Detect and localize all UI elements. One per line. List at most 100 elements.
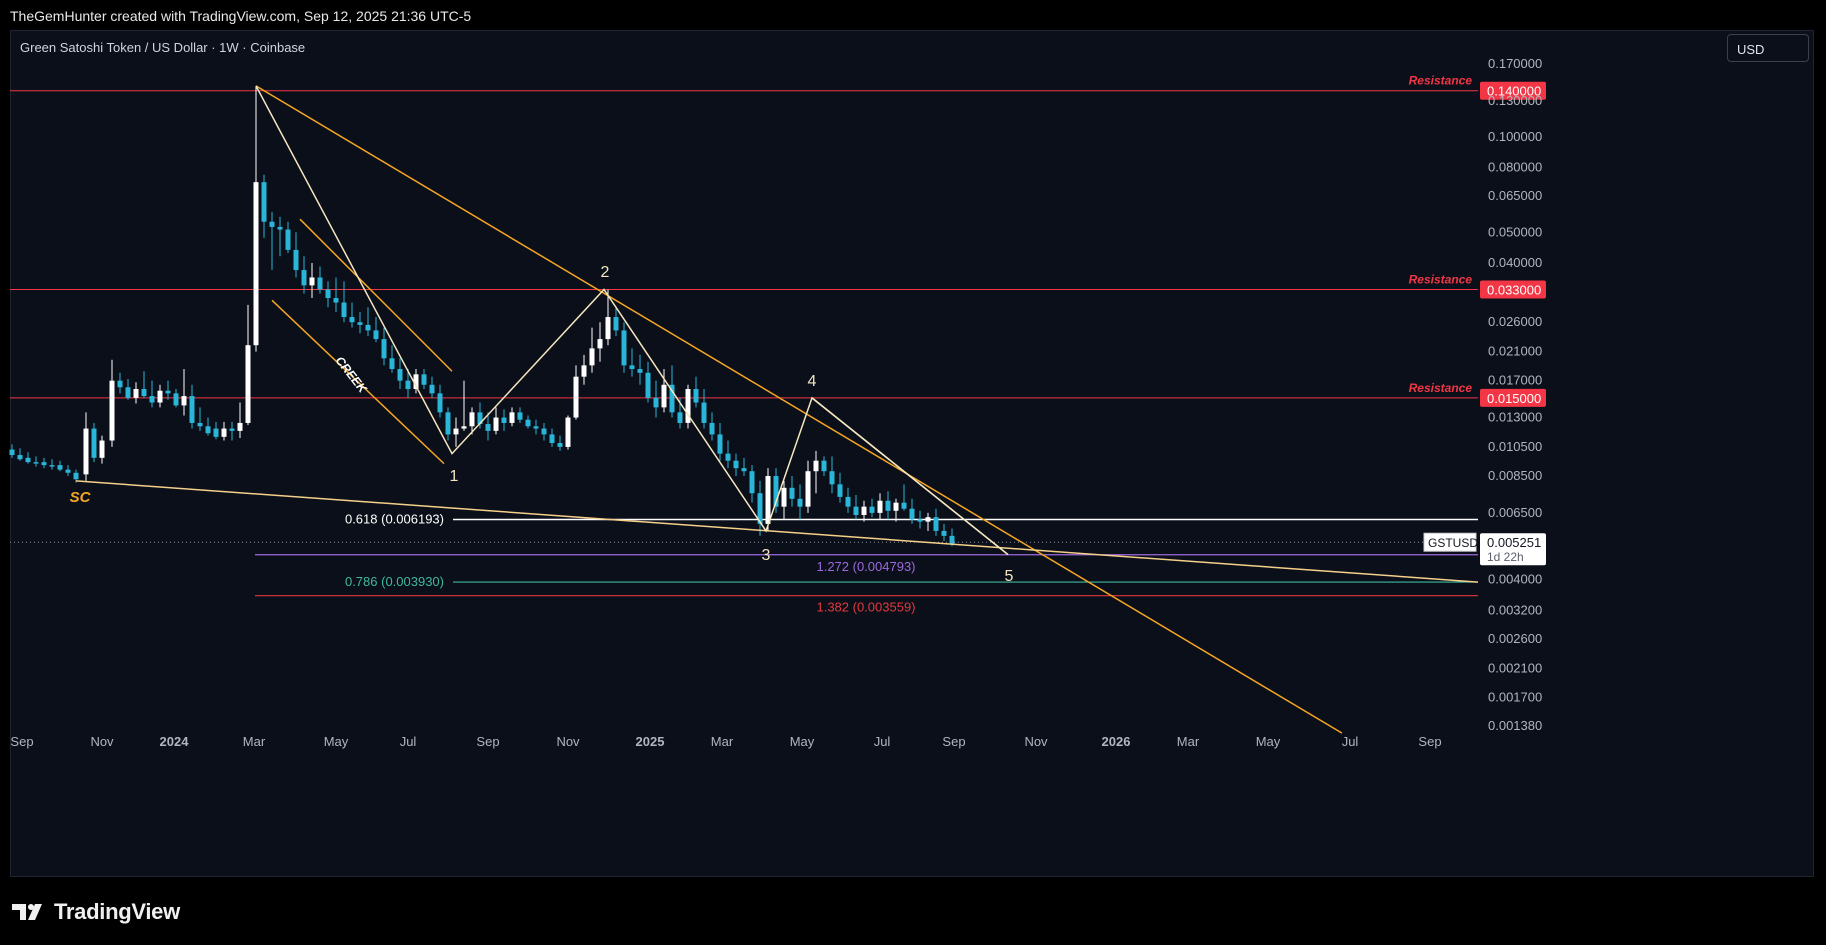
candle-body-39 <box>325 289 331 299</box>
current-price-countdown: 1d 22h <box>1487 550 1524 564</box>
y-tick-label-15: 0.003200 <box>1488 602 1542 617</box>
x-tick-label-11: Jul <box>874 734 891 749</box>
candle-body-3 <box>33 462 39 464</box>
candle-body-111 <box>901 502 907 509</box>
candle-body-46 <box>381 339 387 359</box>
candle-body-108 <box>877 500 883 513</box>
candle-body-18 <box>157 390 163 403</box>
candle-body-107 <box>869 506 875 513</box>
candle-body-0 <box>9 449 15 456</box>
candle-body-79 <box>645 372 651 398</box>
candle-body-14 <box>125 387 131 398</box>
candle-body-81 <box>661 384 667 408</box>
x-tick-label-6: Sep <box>476 734 499 749</box>
resistance-price-tag-0 <box>1480 81 1546 100</box>
candle-body-71 <box>581 365 587 377</box>
x-tick-label-5: Jul <box>400 734 417 749</box>
wave-label-3: 3 <box>762 547 771 564</box>
x-tick-label-8: 2025 <box>636 734 665 749</box>
candle-body-84 <box>685 388 691 423</box>
currency-selector-button[interactable]: USD <box>1727 34 1809 62</box>
candle-body-58 <box>477 412 483 425</box>
y-tick-label-11: 0.010500 <box>1488 439 1542 454</box>
candle-body-60 <box>493 417 499 431</box>
candle-body-85 <box>693 388 699 403</box>
y-tick-label-13: 0.006500 <box>1488 505 1542 520</box>
resistance-price-tag-2 <box>1480 388 1546 407</box>
wave-label-2: 2 <box>601 264 610 281</box>
candle-body-31 <box>261 182 267 222</box>
x-tick-label-13: Nov <box>1024 734 1048 749</box>
candle-body-117 <box>949 535 955 544</box>
creek-channel-upper-line <box>299 218 453 372</box>
candle-body-100 <box>813 460 819 472</box>
candle-body-8 <box>73 472 79 480</box>
candle-body-33 <box>277 226 283 230</box>
y-tick-label-6: 0.040000 <box>1488 255 1542 270</box>
resistance-price-text-2: 0.015000 <box>1487 391 1541 406</box>
candle-body-65 <box>533 426 539 429</box>
tradingview-brand[interactable]: TradingView <box>12 899 180 925</box>
x-tick-label-10: May <box>790 734 815 749</box>
candle-body-109 <box>885 500 891 511</box>
candle-body-23 <box>197 422 203 427</box>
wave-path <box>255 85 1009 556</box>
candle-body-21 <box>181 396 187 406</box>
candle-body-15 <box>133 388 139 398</box>
candle-body-44 <box>365 324 371 331</box>
candle-body-94 <box>765 475 771 524</box>
candle-body-115 <box>933 517 939 531</box>
candle-body-24 <box>205 426 211 434</box>
candle-body-30 <box>253 182 259 346</box>
y-tick-label-19: 0.001380 <box>1488 718 1542 733</box>
candle-body-96 <box>781 487 787 507</box>
x-tick-label-0: Sep <box>10 734 33 749</box>
candle-body-10 <box>91 428 97 458</box>
candle-body-89 <box>725 453 731 461</box>
y-tick-label-3: 0.080000 <box>1488 160 1542 175</box>
candle-body-82 <box>669 384 675 413</box>
x-tick-label-3: Mar <box>243 734 266 749</box>
y-tick-label-16: 0.002600 <box>1488 631 1542 646</box>
candle-body-75 <box>613 317 619 331</box>
candle-body-22 <box>189 396 195 423</box>
candle-body-97 <box>789 487 795 499</box>
candle-body-102 <box>829 471 835 485</box>
candle-body-101 <box>821 460 827 472</box>
candle-body-112 <box>909 508 915 520</box>
symbol-title: Green Satoshi Token / US Dollar · 1W · C… <box>20 40 306 55</box>
candle-body-72 <box>589 348 595 366</box>
attribution-text: TheGemHunter created with TradingView.co… <box>10 8 472 24</box>
x-tick-label-7: Nov <box>556 734 580 749</box>
resistance-price-text-1: 0.033000 <box>1487 282 1541 297</box>
candle-body-47 <box>389 358 395 370</box>
wave-label-1: 1 <box>450 468 459 485</box>
falling-wedge-upper-trendline <box>255 85 1343 734</box>
candle-body-56 <box>461 426 467 429</box>
candle-body-17 <box>149 396 155 403</box>
candle-body-52 <box>429 384 435 394</box>
current-price-tag <box>1480 533 1546 566</box>
y-tick-label-7: 0.026000 <box>1488 314 1542 329</box>
candle-body-116 <box>941 530 947 536</box>
candle-body-19 <box>165 390 171 394</box>
candle-body-16 <box>141 388 147 397</box>
candle-body-59 <box>485 424 491 431</box>
candle-body-88 <box>717 434 723 454</box>
candle-body-40 <box>333 298 339 303</box>
candle-body-61 <box>501 417 507 423</box>
candle-body-2 <box>25 457 31 463</box>
y-tick-label-18: 0.001700 <box>1488 689 1542 704</box>
candle-body-1 <box>17 455 23 460</box>
resistance-price-text-0: 0.140000 <box>1487 84 1541 99</box>
candle-body-110 <box>893 502 899 511</box>
candle-body-11 <box>99 440 105 458</box>
chart-frame[interactable] <box>10 30 1814 877</box>
current-symbol-text: GSTUSD <box>1428 536 1478 550</box>
candle-body-25 <box>213 428 219 437</box>
candle-body-50 <box>413 374 419 389</box>
wave-label-4: 4 <box>808 373 817 390</box>
candle-body-74 <box>605 317 611 340</box>
candle-body-32 <box>269 221 275 227</box>
